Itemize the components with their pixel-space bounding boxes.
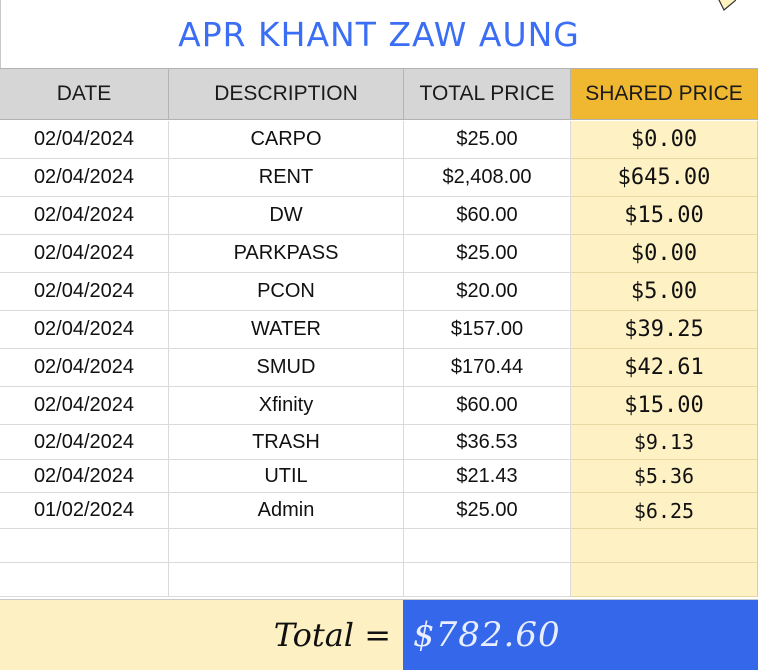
- sheet-edge: [0, 0, 1, 70]
- description-cell[interactable]: SMUD: [169, 349, 404, 387]
- table-row: 02/04/2024 UTIL $21.43 $5.36: [0, 460, 758, 493]
- description-cell[interactable]: PARKPASS: [169, 235, 404, 273]
- table-row: 02/04/2024 RENT $2,408.00 $645.00: [0, 159, 758, 197]
- table-row: 02/04/2024 DW $60.00 $15.00: [0, 197, 758, 235]
- shared-price-cell[interactable]: $15.00: [571, 387, 758, 425]
- date-cell[interactable]: 02/04/2024: [0, 197, 169, 235]
- shared-price-cell[interactable]: $6.25: [571, 493, 758, 529]
- description-cell[interactable]: [169, 529, 404, 563]
- description-cell[interactable]: UTIL: [169, 460, 404, 493]
- description-cell[interactable]: RENT: [169, 159, 404, 197]
- description-cell[interactable]: CARPO: [169, 121, 404, 159]
- shared-price-cell[interactable]: $0.00: [571, 121, 758, 159]
- table-row: [0, 563, 758, 597]
- total-price-cell[interactable]: $170.44: [404, 349, 571, 387]
- date-cell[interactable]: 02/04/2024: [0, 121, 169, 159]
- column-header-shared-price[interactable]: SHARED PRICE: [571, 68, 758, 120]
- total-price-cell[interactable]: [404, 529, 571, 563]
- column-header-date[interactable]: DATE: [0, 68, 169, 120]
- date-cell[interactable]: 01/02/2024: [0, 493, 169, 529]
- table-row: 02/04/2024 SMUD $170.44 $42.61: [0, 349, 758, 387]
- total-price-cell[interactable]: $25.00: [404, 235, 571, 273]
- total-price-cell[interactable]: $25.00: [404, 121, 571, 159]
- date-cell[interactable]: 02/04/2024: [0, 425, 169, 460]
- total-label[interactable]: Total =: [0, 600, 403, 670]
- header-row: DATE DESCRIPTION TOTAL PRICE SHARED PRIC…: [0, 68, 758, 121]
- shared-price-cell[interactable]: $645.00: [571, 159, 758, 197]
- date-cell[interactable]: [0, 529, 169, 563]
- table-row: 02/04/2024 PARKPASS $25.00 $0.00: [0, 235, 758, 273]
- description-cell[interactable]: WATER: [169, 311, 404, 349]
- shared-price-cell[interactable]: $5.36: [571, 460, 758, 493]
- shared-price-cell[interactable]: $42.61: [571, 349, 758, 387]
- description-cell[interactable]: Admin: [169, 493, 404, 529]
- total-price-cell[interactable]: $21.43: [404, 460, 571, 493]
- description-cell[interactable]: TRASH: [169, 425, 404, 460]
- table-row: 02/04/2024 Xfinity $60.00 $15.00: [0, 387, 758, 425]
- date-cell[interactable]: [0, 563, 169, 597]
- date-cell[interactable]: 02/04/2024: [0, 387, 169, 425]
- table-row: 02/04/2024 CARPO $25.00 $0.00: [0, 121, 758, 159]
- date-cell[interactable]: 02/04/2024: [0, 460, 169, 493]
- table-row: 02/04/2024 WATER $157.00 $39.25: [0, 311, 758, 349]
- shared-price-cell[interactable]: $9.13: [571, 425, 758, 460]
- date-cell[interactable]: 02/04/2024: [0, 349, 169, 387]
- total-row: Total = $782.60: [0, 599, 758, 670]
- description-cell[interactable]: DW: [169, 197, 404, 235]
- shared-price-cell[interactable]: $39.25: [571, 311, 758, 349]
- table-row: 01/02/2024 Admin $25.00 $6.25: [0, 493, 758, 529]
- column-header-description[interactable]: DESCRIPTION: [169, 68, 404, 120]
- total-price-cell[interactable]: $36.53: [404, 425, 571, 460]
- description-cell[interactable]: Xfinity: [169, 387, 404, 425]
- table-row: [0, 529, 758, 563]
- shared-price-cell[interactable]: [571, 563, 758, 597]
- table-row: 02/04/2024 PCON $20.00 $5.00: [0, 273, 758, 311]
- total-price-cell[interactable]: $20.00: [404, 273, 571, 311]
- pencil-tip-icon: [718, 0, 736, 11]
- shared-price-cell[interactable]: $5.00: [571, 273, 758, 311]
- total-price-cell[interactable]: $60.00: [404, 197, 571, 235]
- sheet-title: APR KHANT ZAW AUNG: [178, 14, 580, 54]
- shared-price-cell[interactable]: [571, 529, 758, 563]
- description-cell[interactable]: [169, 563, 404, 597]
- date-cell[interactable]: 02/04/2024: [0, 311, 169, 349]
- total-price-cell[interactable]: $60.00: [404, 387, 571, 425]
- date-cell[interactable]: 02/04/2024: [0, 159, 169, 197]
- table-row: 02/04/2024 TRASH $36.53 $9.13: [0, 425, 758, 460]
- total-value[interactable]: $782.60: [403, 600, 758, 670]
- date-cell[interactable]: 02/04/2024: [0, 273, 169, 311]
- column-header-total-price[interactable]: TOTAL PRICE: [404, 68, 571, 120]
- total-price-cell[interactable]: $2,408.00: [404, 159, 571, 197]
- total-price-cell[interactable]: $25.00: [404, 493, 571, 529]
- total-price-cell[interactable]: [404, 563, 571, 597]
- date-cell[interactable]: 02/04/2024: [0, 235, 169, 273]
- shared-price-cell[interactable]: $0.00: [571, 235, 758, 273]
- total-price-cell[interactable]: $157.00: [404, 311, 571, 349]
- shared-price-cell[interactable]: $15.00: [571, 197, 758, 235]
- description-cell[interactable]: PCON: [169, 273, 404, 311]
